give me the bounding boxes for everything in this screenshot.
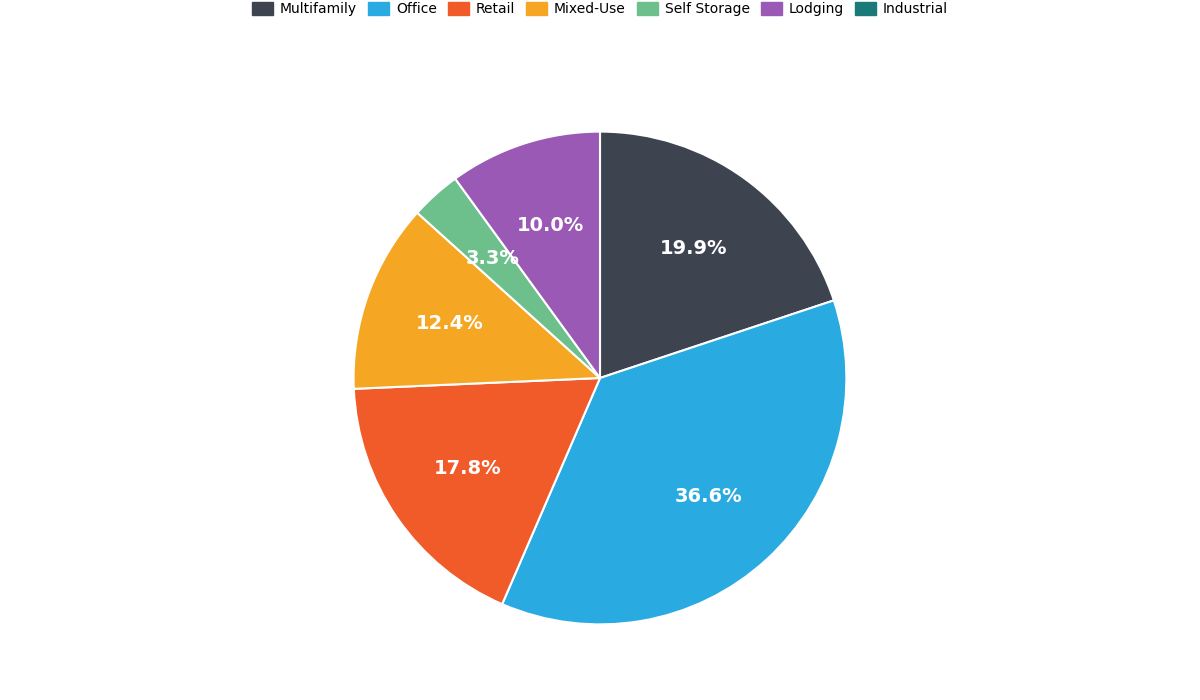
Text: 12.4%: 12.4% (415, 314, 484, 333)
Text: 3.3%: 3.3% (466, 249, 520, 268)
Text: 17.8%: 17.8% (434, 459, 502, 478)
Text: 10.0%: 10.0% (517, 216, 584, 235)
Wedge shape (600, 132, 834, 378)
Wedge shape (502, 300, 846, 624)
Wedge shape (455, 132, 600, 378)
Text: 36.6%: 36.6% (674, 486, 742, 505)
Legend: Multifamily, Office, Retail, Mixed-Use, Self Storage, Lodging, Industrial: Multifamily, Office, Retail, Mixed-Use, … (247, 0, 953, 22)
Wedge shape (418, 178, 600, 378)
Text: 19.9%: 19.9% (660, 239, 727, 258)
Wedge shape (354, 378, 600, 604)
Wedge shape (354, 213, 600, 388)
